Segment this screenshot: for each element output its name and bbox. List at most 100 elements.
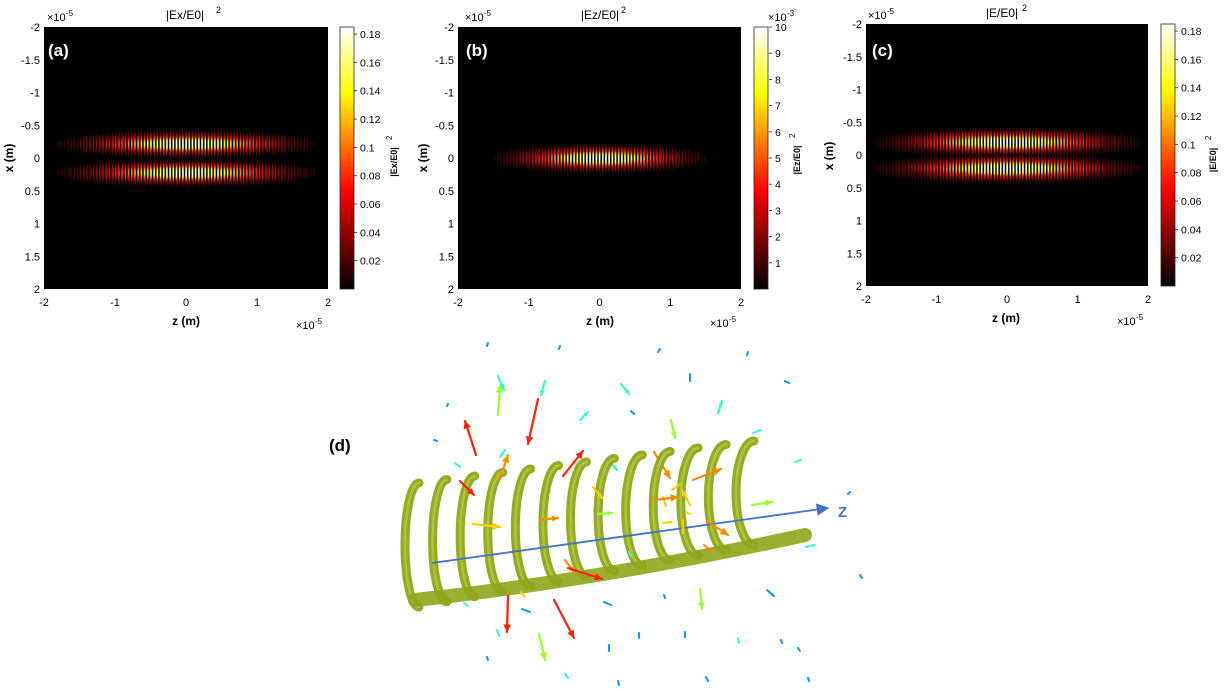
heatmap-cell bbox=[582, 168, 585, 171]
heatmap-cell bbox=[220, 145, 223, 147]
heatmap-cell bbox=[153, 133, 155, 135]
heatmap-cell bbox=[188, 174, 191, 177]
heatmap-cell bbox=[503, 156, 505, 159]
heatmap-cell bbox=[130, 170, 133, 172]
heatmap-cell bbox=[595, 161, 598, 163]
heatmap-cell bbox=[271, 174, 274, 176]
heatmap-cell bbox=[134, 178, 136, 180]
colorbar-tick-label: 0.16 bbox=[360, 57, 381, 69]
heatmap-cell bbox=[493, 156, 496, 159]
heatmap-cell bbox=[166, 165, 168, 168]
heatmap-cell bbox=[242, 150, 245, 153]
heatmap-cell bbox=[245, 177, 248, 180]
heatmap-cell bbox=[115, 143, 117, 145]
heatmap-cell bbox=[258, 182, 261, 184]
heatmap-cell bbox=[595, 146, 598, 149]
heatmap-cell bbox=[108, 178, 111, 180]
heatmap-cell bbox=[127, 162, 130, 164]
heatmap-cell bbox=[172, 134, 175, 136]
heatmap-cell bbox=[185, 168, 187, 170]
heatmap-cell bbox=[531, 149, 534, 151]
heatmap-cell bbox=[67, 169, 69, 171]
heatmap-cell bbox=[242, 163, 245, 166]
heatmap-cell bbox=[121, 177, 123, 180]
heatmap-cell bbox=[595, 153, 598, 155]
heatmap-cell bbox=[236, 165, 239, 168]
heatmap-cell bbox=[130, 162, 133, 164]
heatmap-cell bbox=[102, 151, 104, 153]
heatmap-cell bbox=[207, 141, 210, 143]
heatmap-cell bbox=[560, 148, 563, 150]
heatmap-cell bbox=[217, 178, 219, 180]
heatmap-cell bbox=[210, 183, 213, 185]
heatmap-cell bbox=[73, 140, 76, 142]
heatmap-cell bbox=[169, 159, 171, 161]
heatmap-cell bbox=[194, 148, 197, 151]
heatmap-cell bbox=[140, 179, 143, 181]
heatmap-cell bbox=[541, 164, 544, 166]
heatmap-cell bbox=[531, 167, 534, 170]
heatmap-cell bbox=[83, 147, 85, 150]
heatmap-cell bbox=[217, 168, 219, 170]
heatmap-cell bbox=[191, 161, 194, 163]
heatmap-cell bbox=[182, 176, 184, 179]
heatmap-cell bbox=[79, 168, 82, 170]
heatmap-cell bbox=[153, 152, 155, 154]
heatmap-cell bbox=[95, 168, 98, 170]
heatmap-cell bbox=[130, 132, 133, 134]
heatmap-cell bbox=[522, 155, 524, 158]
heatmap-cell bbox=[493, 159, 496, 161]
heatmap-cell bbox=[169, 149, 171, 152]
heatmap-cell bbox=[156, 154, 159, 156]
heatmap-cell bbox=[547, 158, 550, 160]
heatmap-cell bbox=[261, 154, 264, 156]
heatmap-cell bbox=[194, 134, 197, 136]
heatmap-cell bbox=[143, 147, 146, 150]
heatmap-cell bbox=[204, 163, 207, 165]
heatmap-cell bbox=[566, 158, 569, 160]
heatmap-cell bbox=[309, 146, 312, 148]
heatmap-cell bbox=[297, 146, 299, 148]
heatmap-cell bbox=[605, 163, 607, 165]
heatmap-cell bbox=[271, 181, 274, 183]
heatmap-cell bbox=[102, 138, 104, 141]
heatmap-cell bbox=[63, 172, 66, 174]
heatmap-cell bbox=[194, 162, 197, 164]
heatmap-cell bbox=[284, 142, 286, 144]
heatmap-cell bbox=[554, 166, 556, 169]
heatmap-cell bbox=[236, 148, 239, 151]
heatmap-cell bbox=[121, 147, 123, 149]
heatmap-cell bbox=[531, 148, 534, 150]
heatmap-cell bbox=[172, 164, 175, 167]
heatmap-cell bbox=[249, 168, 251, 170]
heatmap-cell bbox=[601, 167, 604, 170]
heatmap-cell bbox=[586, 154, 588, 157]
heatmap-cell bbox=[233, 131, 235, 133]
heatmap-cell bbox=[595, 155, 598, 158]
heatmap-cell bbox=[217, 133, 219, 135]
heatmap-cell bbox=[210, 144, 213, 146]
heatmap-cell bbox=[249, 184, 251, 186]
heatmap-cell bbox=[573, 170, 575, 172]
heatmap-cell bbox=[217, 159, 219, 161]
heatmap-cell bbox=[204, 161, 207, 163]
heatmap-cell bbox=[306, 168, 309, 170]
heatmap-cell bbox=[614, 149, 617, 151]
heatmap-cell bbox=[121, 141, 123, 143]
heatmap-cell bbox=[201, 168, 203, 170]
heatmap-cell bbox=[617, 152, 620, 154]
heatmap-cell bbox=[214, 136, 216, 138]
heatmap-cell bbox=[178, 141, 181, 143]
colorbar-tick-label: 0.12 bbox=[360, 114, 381, 126]
heatmap-cell bbox=[191, 179, 194, 181]
heatmap-cell bbox=[621, 154, 623, 156]
heatmap-cell bbox=[127, 140, 130, 142]
heatmap-cell bbox=[127, 132, 130, 134]
heatmap-cell bbox=[153, 131, 155, 133]
heatmap-cell bbox=[185, 174, 187, 176]
heatmap-cell bbox=[188, 161, 191, 163]
heatmap-cell bbox=[207, 148, 210, 151]
heatmap-cell bbox=[185, 165, 187, 168]
heatmap-cell bbox=[162, 149, 165, 152]
heatmap-cell bbox=[108, 133, 111, 135]
